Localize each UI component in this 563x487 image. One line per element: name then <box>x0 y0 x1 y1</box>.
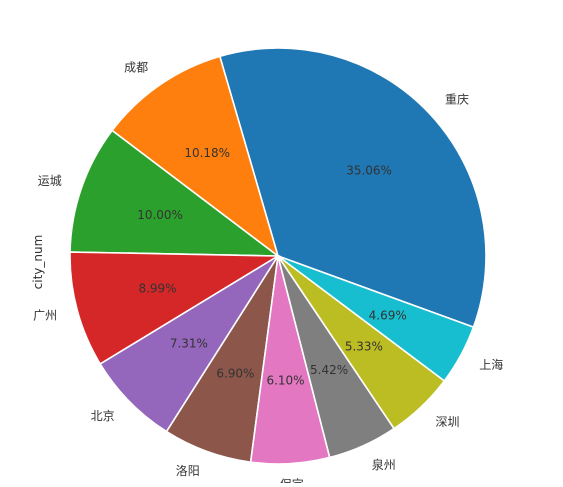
percent-label-4: 7.31% <box>170 336 208 350</box>
category-label-4: 北京 <box>91 409 115 423</box>
category-label-1: 成都 <box>124 61 148 75</box>
category-label-8: 深圳 <box>436 415 460 429</box>
category-label-9: 上海 <box>479 357 503 372</box>
percent-label-2: 10.00% <box>137 208 183 222</box>
percent-label-1: 10.18% <box>184 146 230 160</box>
pie-slice-3 <box>69 251 281 366</box>
percent-label-0: 35.06% <box>346 164 392 178</box>
pie-slice-1 <box>110 55 280 259</box>
pie-slice-9 <box>277 255 475 382</box>
pie-slice-2 <box>69 129 281 257</box>
percent-label-7: 5.42% <box>310 363 348 377</box>
percent-label-5: 6.90% <box>216 366 254 380</box>
category-label-2: 运城 <box>38 174 62 188</box>
pie-slices <box>69 47 487 465</box>
percent-labels: 35.06% 10.18% 10.00% 8.99% 7.31% 6.90% 6.10% 5.… <box>137 146 407 387</box>
pie-slice-0 <box>218 47 487 329</box>
percent-label-8: 5.33% <box>345 340 383 354</box>
percent-label-6: 6.10% <box>266 374 304 388</box>
percent-label-3: 8.99% <box>138 282 176 296</box>
category-label-3: 广州 <box>33 309 57 323</box>
category-label-6: 保定 <box>280 476 304 483</box>
category-label-7: 泉州 <box>372 458 396 472</box>
category-labels: 重庆 成都运城广州北京洛阳保定 泉州 深圳 上海 <box>33 61 503 487</box>
y-axis-label: city_num <box>31 235 45 290</box>
category-label-5: 洛阳 <box>176 463 200 478</box>
percent-label-9: 4.69% <box>369 308 407 322</box>
category-label-0: 重庆 <box>445 93 469 107</box>
